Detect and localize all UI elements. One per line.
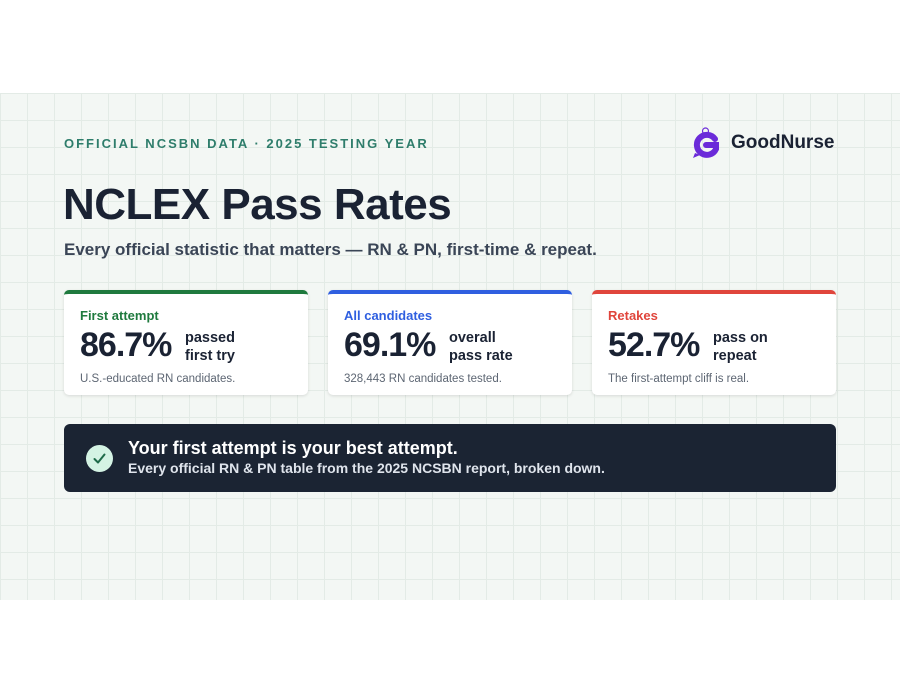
title: NCLEX Pass Rates	[63, 180, 452, 229]
card-note: U.S.-educated RN candidates.	[80, 373, 236, 385]
card-caption: overall pass rate	[449, 330, 513, 364]
check-icon	[86, 445, 113, 472]
brand-name: GoodNurse	[731, 132, 835, 153]
card-note: 328,443 RN candidates tested.	[344, 373, 502, 385]
stat-card: All candidates 69.1% overall pass rate 3…	[328, 290, 572, 395]
card-value: 69.1%	[344, 326, 436, 364]
card-caption: passed first try	[185, 330, 235, 364]
subtitle: Every official statistic that matters — …	[64, 240, 597, 259]
card-value: 52.7%	[608, 326, 700, 364]
banner-title: Your first attempt is your best attempt.	[128, 438, 458, 458]
brand: GoodNurse	[692, 127, 834, 159]
card-caption: pass on repeat	[713, 330, 768, 364]
card-note: The first-attempt cliff is real.	[608, 373, 750, 385]
eyebrow: OFFICIAL NCSBN DATA · 2025 TESTING YEAR	[64, 136, 429, 151]
card-label: First attempt	[80, 308, 159, 323]
brand-logo	[693, 127, 719, 158]
card-label: All candidates	[344, 308, 433, 323]
card-value: 86.7%	[80, 326, 172, 364]
banner: Your first attempt is your best attempt.…	[64, 424, 836, 492]
card-label: Retakes	[608, 308, 658, 323]
stat-card: First attempt 86.7% passed first try U.S…	[64, 290, 308, 395]
banner-text: Every official RN & PN table from the 20…	[128, 460, 605, 476]
stat-card: Retakes 52.7% pass on repeat The first-a…	[592, 290, 836, 395]
